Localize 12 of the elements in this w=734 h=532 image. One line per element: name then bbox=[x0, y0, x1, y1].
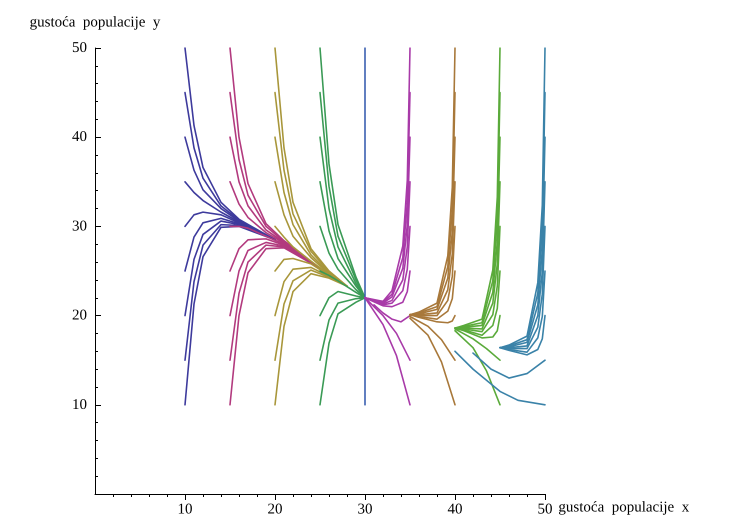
y-tick-label: 40 bbox=[72, 129, 87, 146]
y-tick-label: 10 bbox=[72, 396, 87, 413]
y-axis-title: gustoća populacije y bbox=[30, 14, 161, 30]
y-tick-label: 30 bbox=[72, 218, 87, 234]
y-tick-label: 50 bbox=[72, 40, 87, 56]
x-axis-title: gustoća populacije x bbox=[558, 500, 690, 516]
x-tick-label: 20 bbox=[268, 502, 282, 518]
x-tick-label: 30 bbox=[358, 502, 372, 518]
x-tick-label: 50 bbox=[538, 502, 552, 518]
y-tick-label: 20 bbox=[72, 308, 87, 324]
x-tick-label: 10 bbox=[178, 502, 192, 518]
x-tick-label: 40 bbox=[448, 502, 462, 518]
